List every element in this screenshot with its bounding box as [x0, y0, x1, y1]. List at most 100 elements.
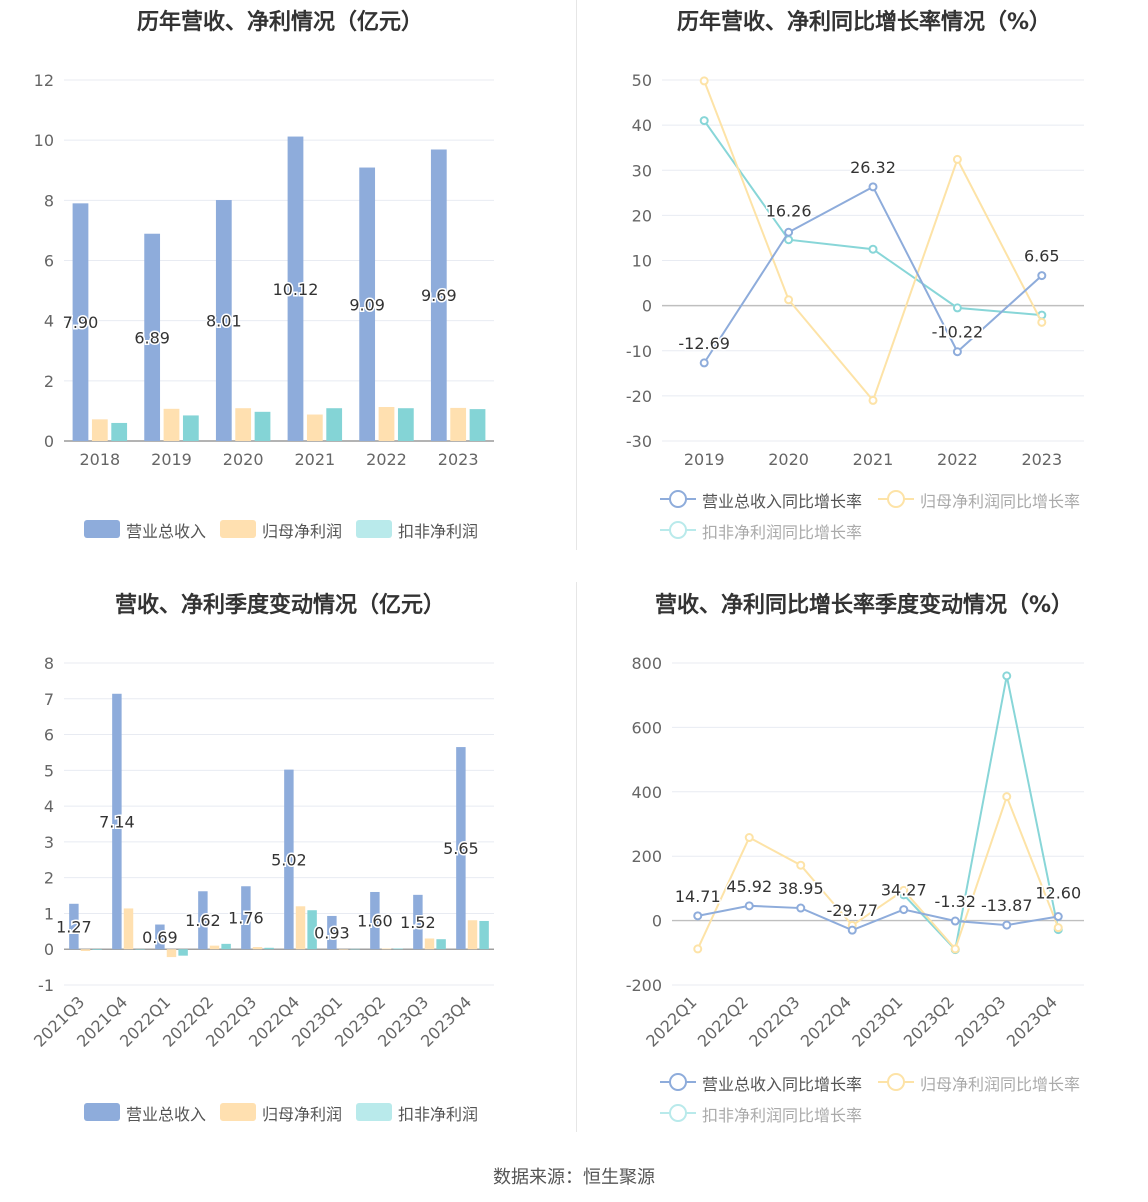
legend-label: 归母净利润	[262, 1105, 343, 1124]
data-point	[784, 227, 794, 237]
data-point	[699, 358, 709, 368]
data-point	[1053, 912, 1063, 922]
bar	[215, 200, 232, 441]
quarter-bar-title: 营收、净利季度变动情况（亿元）	[114, 593, 445, 618]
bar	[92, 949, 102, 950]
legend-swatch-revenue	[84, 520, 120, 538]
x-tick-label: 2020	[223, 450, 264, 469]
data-point	[950, 916, 960, 926]
data-label: 16.26	[766, 201, 812, 220]
annual-bar-title: 历年营收、净利情况（亿元）	[136, 10, 423, 35]
y-tick-label: 800	[631, 654, 662, 673]
bar	[178, 949, 188, 956]
data-label: 1.62	[185, 911, 221, 930]
data-point	[1002, 792, 1012, 802]
y-tick-label: 4	[44, 797, 54, 816]
y-tick-label: 2	[44, 869, 54, 888]
y-tick-label: 0	[652, 912, 662, 931]
x-tick-label: 2023	[1021, 450, 1062, 469]
data-point	[1037, 271, 1047, 281]
data-point	[744, 833, 754, 843]
bar	[182, 415, 199, 441]
legend-label: 扣非净利润同比增长率	[702, 523, 863, 542]
x-tick-label: 2020	[768, 450, 809, 469]
bar	[381, 948, 392, 950]
bar	[198, 891, 208, 950]
data-point	[868, 395, 878, 405]
bar	[295, 906, 306, 950]
data-label: 1.52	[400, 913, 436, 932]
y-tick-label: 600	[631, 718, 662, 737]
legend-swatch-net-profit	[220, 520, 256, 538]
bar	[370, 891, 380, 950]
data-label: 45.92	[726, 877, 772, 896]
bar	[467, 920, 478, 950]
bar	[254, 411, 271, 441]
bar	[413, 894, 423, 950]
data-label: 1.60	[357, 912, 393, 931]
y-tick-label: 5	[44, 761, 54, 780]
bar	[307, 910, 317, 950]
bar	[155, 924, 165, 950]
data-label: 9.09	[349, 295, 385, 314]
bar	[326, 408, 343, 441]
y-tick-label: 7	[44, 690, 54, 709]
data-point	[899, 905, 909, 915]
bar	[327, 915, 337, 950]
y-tick-label: 40	[632, 116, 652, 135]
data-label: 0.69	[142, 928, 178, 947]
y-tick-label: 6	[44, 726, 54, 745]
bar	[350, 948, 360, 950]
data-point	[1053, 923, 1063, 933]
data-point	[952, 347, 962, 357]
bar	[144, 233, 161, 441]
data-label: 1.27	[56, 918, 92, 937]
x-tick-label: 2022Q2	[694, 992, 752, 1050]
y-tick-label: -20	[626, 387, 652, 406]
legend-marker	[669, 1073, 687, 1091]
x-tick-label: 2019	[684, 450, 725, 469]
data-label: 34.27	[881, 881, 927, 900]
bar	[378, 407, 395, 441]
data-label: 10.12	[273, 280, 319, 299]
bar	[166, 949, 177, 958]
y-tick-label: 10	[632, 252, 652, 271]
data-point	[899, 885, 909, 895]
data-point	[784, 295, 794, 305]
bar	[135, 949, 145, 950]
data-point	[868, 244, 878, 254]
data-label: 9.69	[421, 286, 457, 305]
legend-label: 营业总收入同比增长率	[702, 1075, 863, 1094]
x-tick-label: 2022	[366, 450, 407, 469]
x-tick-label: 2021	[294, 450, 335, 469]
legend-marker	[887, 490, 905, 508]
y-tick-label: 8	[44, 654, 54, 673]
x-tick-label: 2023Q4	[1003, 992, 1061, 1050]
bar	[241, 886, 251, 950]
bar	[163, 408, 180, 441]
data-point	[950, 944, 960, 954]
annual-line-legend: 营业总收入同比增长率 归母净利润同比增长率 扣非净利润同比增长率	[660, 488, 1100, 544]
bar	[436, 939, 446, 950]
y-tick-label: -30	[626, 432, 652, 451]
bar	[424, 938, 435, 950]
data-label: 7.14	[99, 812, 135, 831]
legend-label: 归母净利润同比增长率	[920, 1075, 1081, 1094]
legend-label: 营业总收入	[126, 522, 207, 541]
bar	[393, 948, 403, 950]
x-tick-label: 2023Q2	[900, 992, 958, 1050]
bar	[397, 408, 414, 441]
bar	[479, 920, 489, 950]
data-point	[952, 303, 962, 313]
quarter-bar-legend: 营业总收入 归母净利润 扣非净利润	[84, 1101, 504, 1125]
bar	[252, 947, 263, 950]
legend-marker	[669, 521, 687, 539]
y-tick-label: -10	[626, 342, 652, 361]
x-tick-label: 2019	[151, 450, 192, 469]
data-label: -10.22	[932, 323, 984, 342]
legend-label: 扣非净利润	[398, 1105, 479, 1124]
data-point	[796, 860, 806, 870]
y-tick-label: 50	[632, 71, 652, 90]
data-source-note: 数据来源：恒生聚源	[493, 1167, 655, 1188]
data-point	[952, 154, 962, 164]
